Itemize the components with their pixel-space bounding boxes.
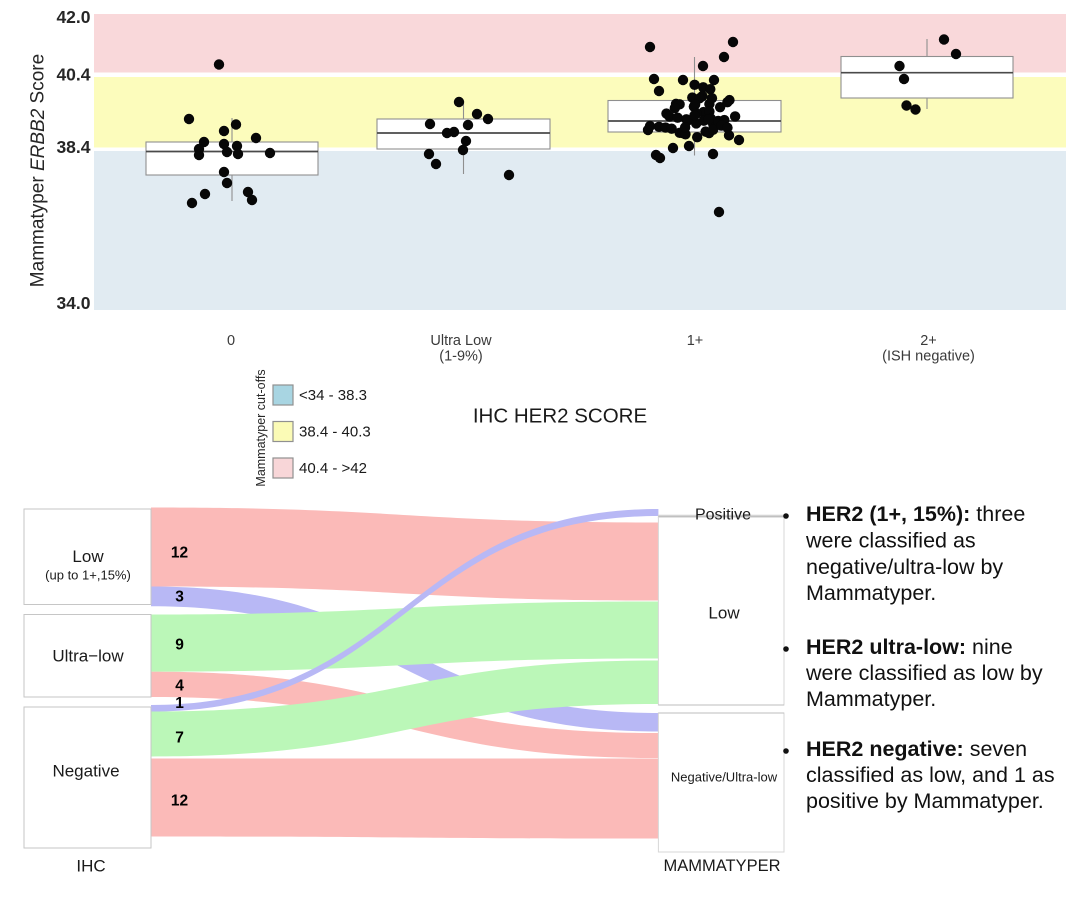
- svg-text:IHC: IHC: [76, 857, 105, 876]
- svg-text:Negative: Negative: [52, 762, 119, 781]
- svg-text:38.4: 38.4: [56, 137, 90, 157]
- svg-text:MAMMATYPER: MAMMATYPER: [663, 857, 780, 875]
- svg-text:34.0: 34.0: [56, 293, 90, 313]
- svg-text:Ultra−low: Ultra−low: [52, 647, 124, 666]
- svg-text:were classified as: were classified as: [805, 529, 976, 553]
- svg-text:1+: 1+: [687, 333, 704, 349]
- svg-text:Ultra Low: Ultra Low: [430, 333, 492, 349]
- svg-text:40.4 - >42: 40.4 - >42: [299, 460, 367, 477]
- svg-text:Mammatyper.: Mammatyper.: [806, 581, 936, 605]
- svg-text:positive by Mammatyper.: positive by Mammatyper.: [806, 789, 1044, 813]
- svg-text:HER2 ultra-low: nine: HER2 ultra-low: nine: [806, 635, 1013, 659]
- svg-text:Negative/Ultra-low: Negative/Ultra-low: [671, 770, 778, 785]
- svg-text:HER2 (1+, 15%): three: HER2 (1+, 15%): three: [806, 502, 1025, 526]
- svg-text:3: 3: [175, 589, 184, 606]
- svg-text:(ISH negative): (ISH negative): [882, 349, 975, 365]
- svg-text:IHC HER2 SCORE: IHC HER2 SCORE: [473, 405, 647, 428]
- svg-text:9: 9: [175, 637, 184, 654]
- svg-text:Mammatyper cut-offs: Mammatyper cut-offs: [254, 369, 268, 486]
- svg-text:12: 12: [171, 545, 188, 562]
- svg-text:12: 12: [171, 793, 188, 810]
- svg-text:7: 7: [175, 730, 184, 747]
- svg-text:0: 0: [227, 333, 235, 349]
- svg-text:<34 - 38.3: <34 - 38.3: [299, 387, 367, 404]
- svg-text:40.4: 40.4: [56, 65, 90, 85]
- svg-text:(up to 1+,15%): (up to 1+,15%): [45, 568, 131, 583]
- svg-text:38.4 - 40.3: 38.4 - 40.3: [299, 424, 371, 441]
- svg-text:Low: Low: [708, 604, 740, 623]
- svg-text:2+: 2+: [920, 333, 937, 349]
- svg-text:42.0: 42.0: [56, 7, 90, 27]
- svg-text:were classified as low by: were classified as low by: [805, 661, 1043, 685]
- svg-text:4: 4: [175, 678, 184, 695]
- svg-text:Low: Low: [72, 547, 104, 566]
- svg-text:(1-9%): (1-9%): [439, 349, 483, 365]
- svg-text:Mammatyper.: Mammatyper.: [806, 687, 936, 711]
- svg-text:HER2 negative: seven: HER2 negative: seven: [806, 737, 1027, 761]
- svg-text:classified as low, and 1 as: classified as low, and 1 as: [806, 763, 1055, 787]
- svg-text:negative/ultra-low by: negative/ultra-low by: [806, 555, 1003, 579]
- svg-text:1: 1: [175, 695, 184, 712]
- svg-text:Mammatyper ERBB2 Score: Mammatyper ERBB2 Score: [28, 54, 49, 287]
- svg-text:Positive: Positive: [695, 507, 751, 524]
